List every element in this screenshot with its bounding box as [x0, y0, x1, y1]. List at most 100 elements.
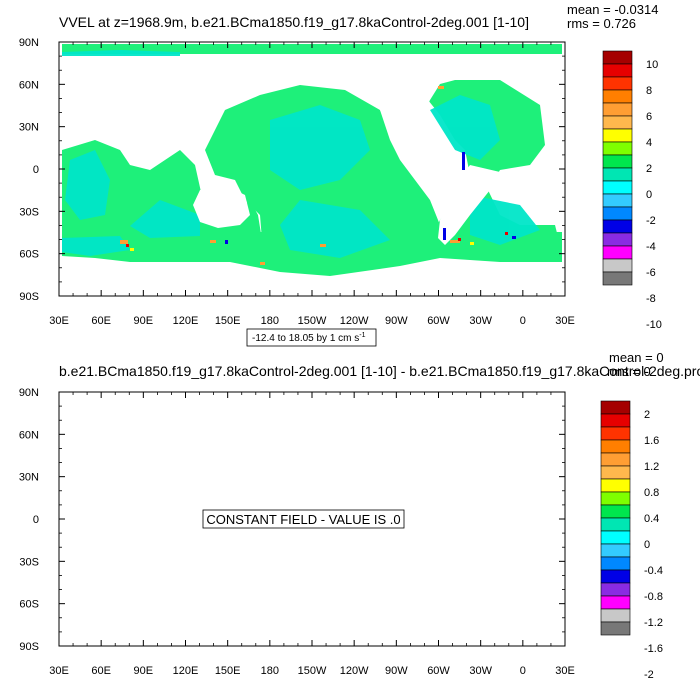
- y-tick-label: 30N: [19, 472, 39, 484]
- colorbar-label: 2: [646, 163, 652, 175]
- colorbar-swatch: [600, 413, 631, 428]
- colorbar-swatch: [602, 50, 633, 65]
- x-tick-label: 0: [520, 315, 526, 327]
- y-tick-label: 0: [33, 514, 39, 526]
- colorbar-swatch: [602, 76, 633, 91]
- x-tick-label: 180: [261, 665, 279, 677]
- colorbar-label: 10: [646, 59, 658, 71]
- x-tick-label: 60E: [91, 315, 111, 327]
- colorbar-swatch: [600, 530, 631, 545]
- colorbar-label: -0.4: [644, 565, 663, 577]
- y-tick-label: 60N: [19, 429, 39, 441]
- colorbar-swatch: [600, 439, 631, 454]
- colorbar-swatch: [600, 582, 631, 597]
- x-tick-label: 120W: [340, 665, 369, 677]
- y-tick-label: 60S: [19, 249, 39, 261]
- colorbar-swatch: [602, 180, 633, 195]
- x-tick-label: 90W: [385, 315, 408, 327]
- colorbar-swatch: [602, 271, 633, 286]
- colorbar-swatch: [600, 478, 631, 493]
- colorbar-label: -8: [646, 293, 656, 305]
- colorbar-swatch: [600, 452, 631, 467]
- y-tick-label: 30S: [19, 206, 39, 218]
- y-tick-label: 90S: [19, 641, 39, 653]
- constant-field-box: [202, 509, 405, 529]
- y-tick-label: 90N: [19, 37, 39, 49]
- panel-1-mean: mean = -0.0314: [567, 2, 658, 17]
- colorbar-label: 4: [646, 137, 652, 149]
- range-label: -12.4 to 18.05 by 1 cm s-1: [252, 332, 366, 344]
- panel-2-rms: rms = 0: [607, 364, 651, 379]
- x-tick-label: 90W: [385, 665, 408, 677]
- colorbar-swatch: [600, 608, 631, 623]
- panel-1-rms: rms = 0.726: [567, 16, 636, 31]
- panel-1-axes: 30E 60E 90E 120E 150E 180 150W 120W 90W 60W 30W 0 30…: [19, 37, 575, 327]
- x-tick-label: 90E: [134, 665, 154, 677]
- colorbar-swatch: [602, 102, 633, 117]
- colorbar-swatch: [600, 543, 631, 558]
- colorbar-label: 0: [644, 539, 650, 551]
- colorbar-swatch: [602, 141, 633, 156]
- colorbar-swatch: [602, 193, 633, 208]
- x-tick-label: 30E: [555, 315, 575, 327]
- colorbar-label: 6: [646, 111, 652, 123]
- x-tick-label: 30E: [49, 315, 69, 327]
- x-tick-label: 180: [261, 315, 279, 327]
- y-tick-label: 30N: [19, 122, 39, 134]
- colorbar-swatch: [600, 556, 631, 571]
- y-tick-label: 90S: [19, 291, 39, 303]
- x-tick-label: 150W: [298, 315, 327, 327]
- colorbar-1: 10 8 6 4 2 0 -2 -4 -6 -8 -10: [602, 50, 662, 331]
- range-label-box: [246, 328, 377, 347]
- colorbar-swatch: [600, 569, 631, 584]
- colorbar-label: -2: [644, 669, 654, 681]
- colorbar-swatch: [602, 219, 633, 234]
- panel-2: b.e21.BCma1850.f19_g17.8kaControl-2deg.0…: [19, 350, 700, 681]
- x-tick-label: 120W: [340, 315, 369, 327]
- x-tick-label: 120E: [173, 665, 199, 677]
- colorbar-swatch: [600, 400, 631, 415]
- colorbar-label: 0: [646, 189, 652, 201]
- colorbar-label: -6: [646, 267, 656, 279]
- velocity-field: [59, 42, 565, 296]
- colorbar-label: -10: [646, 319, 662, 331]
- colorbar-swatch: [600, 504, 631, 519]
- colorbar-swatch: [600, 621, 631, 636]
- colorbar-swatch: [600, 465, 631, 480]
- x-tick-label: 90E: [134, 315, 154, 327]
- colorbar-swatch: [602, 167, 633, 182]
- panel-2-title: b.e21.BCma1850.f19_g17.8kaControl-2deg.0…: [59, 363, 700, 379]
- colorbar-swatch: [602, 154, 633, 169]
- colorbar-label: -2: [646, 215, 656, 227]
- y-tick-label: 90N: [19, 387, 39, 399]
- panel-2-mean: mean = 0: [609, 350, 664, 365]
- colorbar-swatch: [602, 206, 633, 221]
- x-tick-label: 150E: [215, 665, 241, 677]
- x-tick-label: 60W: [427, 665, 450, 677]
- y-tick-label: 0: [33, 164, 39, 176]
- panel-2-axes: 30E 60E 90E 120E 150E 180 150W 120W 90W 60W 30W 0 30…: [19, 387, 575, 677]
- panel-1: VVEL at z=1968.9m, b.e21.BCma1850.f19_g1…: [19, 2, 662, 347]
- x-tick-label: 60W: [427, 315, 450, 327]
- y-tick-label: 30S: [19, 556, 39, 568]
- colorbar-swatch: [600, 595, 631, 610]
- x-tick-label: 150E: [215, 315, 241, 327]
- x-tick-label: 0: [520, 665, 526, 677]
- x-tick-label: 30W: [469, 665, 492, 677]
- x-tick-label: 30W: [469, 315, 492, 327]
- colorbar-swatch: [602, 232, 633, 247]
- colorbar-label: 0.8: [644, 487, 659, 499]
- y-tick-label: 60S: [19, 599, 39, 611]
- colorbar-swatch: [602, 115, 633, 130]
- y-tick-label: 60N: [19, 79, 39, 91]
- colorbar-swatch: [600, 517, 631, 532]
- colorbar-label: 0.4: [644, 513, 659, 525]
- colorbar-swatch: [600, 491, 631, 506]
- x-tick-label: 30E: [555, 665, 575, 677]
- colorbar-swatch: [602, 245, 633, 260]
- colorbar-label: 8: [646, 85, 652, 97]
- x-tick-label: 120E: [173, 315, 199, 327]
- colorbar-2: 2 1.6 1.2 0.8 0.4 0 -0.4 -0.8 -1.2 -1.6 -2: [600, 400, 663, 681]
- colorbar-label: 2: [644, 409, 650, 421]
